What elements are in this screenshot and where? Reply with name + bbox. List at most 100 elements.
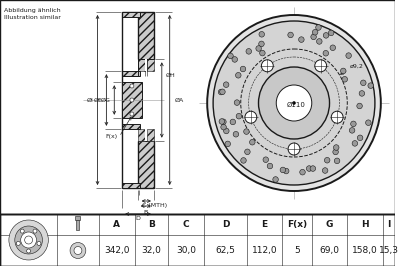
- Circle shape: [316, 25, 321, 30]
- Bar: [138, 12, 154, 59]
- Circle shape: [311, 34, 316, 40]
- Circle shape: [240, 66, 246, 72]
- Circle shape: [224, 128, 229, 134]
- Circle shape: [349, 128, 355, 133]
- Bar: [0, 0, 395, 214]
- Text: 15,3: 15,3: [379, 246, 399, 255]
- Bar: [147, 129, 154, 141]
- Circle shape: [259, 41, 264, 47]
- Bar: [145, 59, 147, 71]
- Text: A: A: [114, 220, 120, 229]
- Circle shape: [322, 168, 328, 173]
- Circle shape: [230, 119, 236, 125]
- Circle shape: [236, 113, 242, 119]
- Text: C: C: [183, 220, 189, 229]
- Circle shape: [221, 119, 226, 124]
- Text: D: D: [222, 220, 229, 229]
- Circle shape: [368, 83, 374, 88]
- Text: 342,0: 342,0: [104, 246, 130, 255]
- Text: B: B: [148, 220, 155, 229]
- Circle shape: [220, 89, 225, 95]
- Circle shape: [346, 53, 351, 59]
- Text: 32,0: 32,0: [142, 246, 161, 255]
- Bar: [0, 214, 395, 266]
- Circle shape: [221, 124, 226, 130]
- Circle shape: [306, 166, 312, 171]
- Text: G: G: [326, 220, 333, 229]
- Circle shape: [331, 111, 343, 123]
- Circle shape: [219, 119, 224, 124]
- Circle shape: [258, 67, 330, 139]
- Circle shape: [352, 141, 358, 146]
- Circle shape: [288, 143, 300, 155]
- Circle shape: [33, 229, 37, 233]
- Text: D: D: [136, 217, 140, 222]
- Circle shape: [323, 32, 329, 38]
- Circle shape: [273, 177, 278, 182]
- Circle shape: [21, 232, 36, 248]
- Bar: [122, 183, 140, 188]
- Circle shape: [259, 31, 264, 37]
- Bar: [0, 214, 395, 266]
- Circle shape: [245, 111, 257, 123]
- Circle shape: [299, 37, 304, 42]
- Circle shape: [323, 51, 328, 56]
- Circle shape: [288, 32, 293, 38]
- Circle shape: [284, 168, 289, 174]
- Circle shape: [37, 242, 41, 246]
- Circle shape: [245, 149, 250, 155]
- Circle shape: [213, 21, 375, 185]
- Text: 69,0: 69,0: [320, 246, 340, 255]
- Circle shape: [250, 139, 255, 145]
- Text: 112,0: 112,0: [252, 246, 277, 255]
- Circle shape: [292, 102, 296, 105]
- Bar: [122, 71, 140, 76]
- Circle shape: [366, 120, 371, 126]
- Circle shape: [25, 236, 32, 244]
- Bar: [122, 124, 140, 129]
- Circle shape: [351, 121, 356, 127]
- Circle shape: [334, 158, 340, 164]
- Circle shape: [15, 226, 42, 254]
- Bar: [147, 59, 154, 71]
- Circle shape: [241, 158, 246, 163]
- Circle shape: [223, 82, 229, 88]
- Bar: [122, 12, 140, 17]
- Text: ØI: ØI: [87, 98, 94, 102]
- Circle shape: [340, 68, 346, 74]
- Text: 62,5: 62,5: [216, 246, 235, 255]
- Text: H: H: [361, 220, 369, 229]
- Circle shape: [260, 50, 265, 56]
- Text: ØE: ØE: [94, 98, 102, 102]
- Circle shape: [357, 103, 362, 109]
- Circle shape: [359, 91, 365, 96]
- Circle shape: [130, 84, 134, 88]
- Text: C (MTH): C (MTH): [142, 203, 167, 209]
- Text: ØA: ØA: [175, 98, 184, 102]
- Text: Ø110: Ø110: [286, 102, 306, 108]
- Text: F(x): F(x): [287, 220, 307, 229]
- Circle shape: [27, 249, 30, 253]
- Circle shape: [130, 98, 134, 102]
- Bar: [138, 129, 145, 141]
- Circle shape: [244, 129, 249, 134]
- Text: 5: 5: [294, 246, 300, 255]
- Circle shape: [256, 46, 261, 51]
- Circle shape: [342, 77, 348, 82]
- Circle shape: [357, 135, 363, 141]
- Circle shape: [360, 80, 366, 86]
- Bar: [122, 82, 142, 118]
- Text: E: E: [261, 220, 268, 229]
- Text: I: I: [387, 220, 390, 229]
- Circle shape: [9, 220, 48, 260]
- Circle shape: [315, 60, 327, 72]
- Text: B: B: [144, 210, 148, 214]
- Circle shape: [74, 247, 82, 255]
- Circle shape: [280, 167, 286, 173]
- Circle shape: [218, 89, 224, 95]
- Circle shape: [225, 141, 230, 147]
- Circle shape: [328, 30, 334, 36]
- Text: Illustration similar: Illustration similar: [4, 15, 61, 20]
- Circle shape: [236, 72, 241, 78]
- Circle shape: [276, 85, 312, 121]
